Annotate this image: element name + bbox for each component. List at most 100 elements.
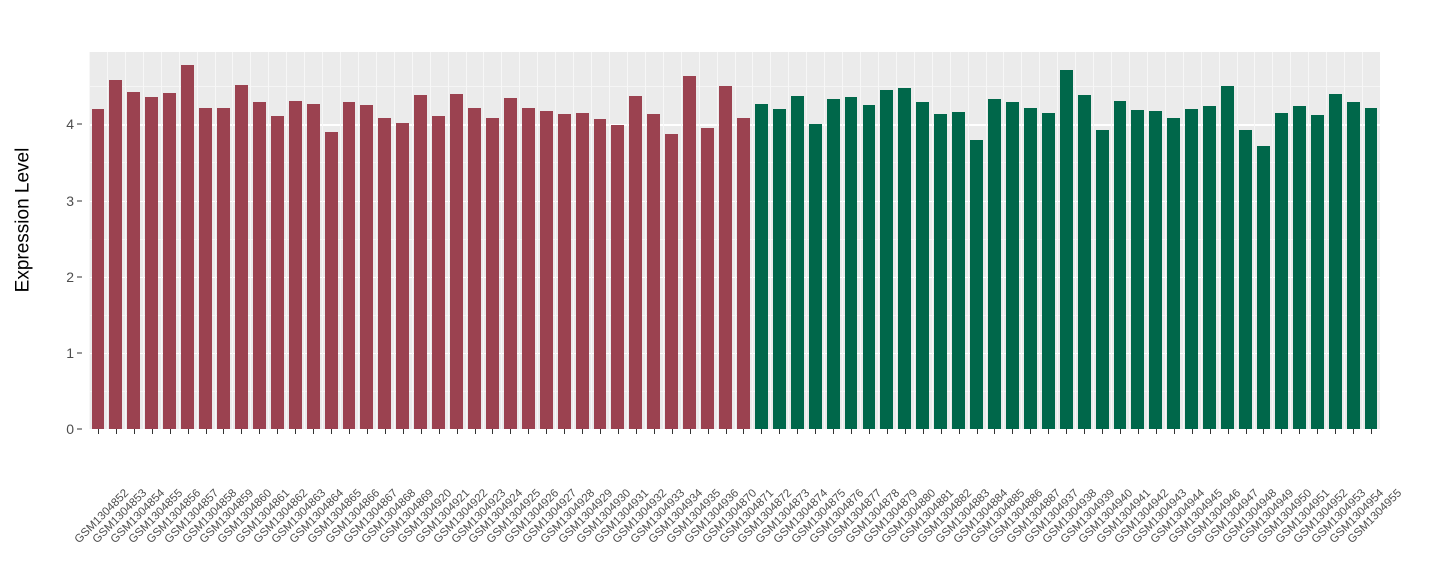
- bar-GSM1304936[interactable]: [701, 128, 715, 429]
- bar-GSM1304932[interactable]: [629, 96, 643, 429]
- bar-GSM1304878[interactable]: [862, 104, 876, 429]
- x-tick-mark: [348, 429, 350, 434]
- bar-GSM1304864[interactable]: [306, 103, 320, 429]
- gridline-minor-x: [1290, 52, 1292, 429]
- bar-GSM1304874[interactable]: [790, 96, 804, 429]
- bar-GSM1304946[interactable]: [1203, 106, 1217, 429]
- bar-GSM1304931[interactable]: [611, 125, 625, 429]
- x-tick-mark: [1353, 429, 1355, 434]
- bar-GSM1304953[interactable]: [1328, 93, 1342, 429]
- bar-GSM1304877[interactable]: [844, 96, 858, 429]
- y-tick-label-4: 4: [66, 116, 74, 133]
- gridline-minor-x: [537, 52, 539, 429]
- bar-GSM1304939[interactable]: [1077, 95, 1091, 429]
- bar-GSM1304863[interactable]: [288, 100, 302, 429]
- bar-GSM1304944[interactable]: [1167, 117, 1181, 429]
- bar-GSM1304883[interactable]: [952, 112, 966, 429]
- bar-GSM1304855[interactable]: [145, 96, 159, 429]
- bar-GSM1304853[interactable]: [109, 80, 123, 429]
- bar-GSM1304935[interactable]: [683, 75, 697, 429]
- gridline-minor-x: [806, 52, 808, 429]
- x-tick-mark: [1245, 429, 1247, 434]
- bar-GSM1304881[interactable]: [916, 101, 930, 429]
- x-tick-mark: [1066, 429, 1068, 434]
- gridline-minor-x: [393, 52, 395, 429]
- gridline-minor-x: [1164, 52, 1166, 429]
- bar-GSM1304921[interactable]: [432, 115, 446, 429]
- y-tick-mark: [77, 428, 82, 430]
- bar-GSM1304882[interactable]: [934, 113, 948, 429]
- bar-GSM1304943[interactable]: [1149, 110, 1163, 429]
- gridline-minor-x: [304, 52, 306, 429]
- bar-GSM1304858[interactable]: [199, 108, 212, 429]
- bar-GSM1304949[interactable]: [1256, 146, 1270, 429]
- bar-GSM1304879[interactable]: [880, 90, 894, 429]
- bar-GSM1304852[interactable]: [91, 109, 105, 429]
- bar-GSM1304884[interactable]: [970, 139, 983, 429]
- bar-GSM1304866[interactable]: [342, 101, 356, 429]
- bar-GSM1304942[interactable]: [1131, 109, 1145, 429]
- bar-GSM1304859[interactable]: [217, 107, 230, 429]
- bar-GSM1304925[interactable]: [503, 97, 517, 429]
- bar-GSM1304886[interactable]: [1005, 102, 1019, 429]
- bar-GSM1304860[interactable]: [234, 84, 248, 429]
- gridline-minor-x: [1218, 52, 1220, 429]
- gridline-minor-x: [860, 52, 861, 429]
- gridline-minor-x: [985, 52, 987, 429]
- gridline-minor-x: [1362, 52, 1364, 429]
- bar-GSM1304873[interactable]: [772, 109, 786, 429]
- x-tick-mark: [384, 429, 386, 434]
- bar-GSM1304941[interactable]: [1113, 100, 1127, 429]
- x-tick-mark: [851, 429, 853, 434]
- bar-GSM1304869[interactable]: [396, 122, 410, 429]
- bar-GSM1304947[interactable]: [1221, 86, 1235, 429]
- bar-GSM1304880[interactable]: [898, 87, 912, 429]
- bar-GSM1304928[interactable]: [557, 114, 571, 429]
- bar-GSM1304920[interactable]: [414, 95, 428, 429]
- bar-GSM1304872[interactable]: [754, 103, 768, 429]
- bar-GSM1304933[interactable]: [647, 113, 661, 429]
- bar-GSM1304856[interactable]: [163, 93, 177, 429]
- bar-GSM1304952[interactable]: [1310, 115, 1324, 429]
- gridline-minor-x: [1182, 52, 1184, 429]
- bar-GSM1304885[interactable]: [988, 99, 1001, 429]
- gridline-minor-x: [178, 52, 180, 429]
- bar-GSM1304945[interactable]: [1185, 109, 1199, 429]
- bar-GSM1304948[interactable]: [1239, 129, 1252, 429]
- bar-GSM1304862[interactable]: [270, 115, 284, 429]
- x-tick-mark: [492, 429, 494, 434]
- bar-GSM1304887[interactable]: [1023, 107, 1037, 429]
- x-tick-mark: [259, 429, 261, 434]
- x-tick-mark: [295, 429, 297, 434]
- bar-GSM1304922[interactable]: [450, 93, 464, 429]
- bar-GSM1304929[interactable]: [575, 112, 589, 429]
- bar-GSM1304876[interactable]: [826, 99, 840, 429]
- bar-GSM1304934[interactable]: [665, 133, 679, 429]
- bar-GSM1304926[interactable]: [521, 107, 535, 429]
- bar-GSM1304937[interactable]: [1041, 112, 1055, 429]
- bar-GSM1304940[interactable]: [1095, 130, 1109, 429]
- bar-GSM1304951[interactable]: [1292, 106, 1306, 429]
- x-tick-mark: [1371, 429, 1373, 434]
- bar-GSM1304870[interactable]: [719, 86, 732, 429]
- bar-GSM1304854[interactable]: [127, 91, 141, 429]
- bar-GSM1304954[interactable]: [1346, 102, 1360, 429]
- bar-GSM1304923[interactable]: [468, 108, 481, 429]
- x-tick-mark: [1155, 429, 1157, 434]
- x-tick-mark: [420, 429, 422, 434]
- bar-GSM1304924[interactable]: [485, 118, 499, 429]
- bars-layer: [89, 52, 1380, 429]
- bar-GSM1304857[interactable]: [181, 64, 195, 429]
- bar-GSM1304955[interactable]: [1364, 107, 1378, 429]
- x-tick-mark: [994, 429, 996, 434]
- bar-GSM1304861[interactable]: [252, 102, 266, 429]
- bar-GSM1304875[interactable]: [808, 124, 822, 429]
- bar-GSM1304867[interactable]: [360, 104, 374, 429]
- bar-GSM1304938[interactable]: [1059, 69, 1073, 429]
- bar-GSM1304927[interactable]: [539, 111, 553, 429]
- bar-GSM1304950[interactable]: [1274, 112, 1288, 429]
- bar-GSM1304868[interactable]: [378, 118, 392, 429]
- bar-GSM1304930[interactable]: [593, 119, 607, 429]
- bar-GSM1304871[interactable]: [737, 117, 750, 429]
- bar-GSM1304865[interactable]: [324, 131, 338, 429]
